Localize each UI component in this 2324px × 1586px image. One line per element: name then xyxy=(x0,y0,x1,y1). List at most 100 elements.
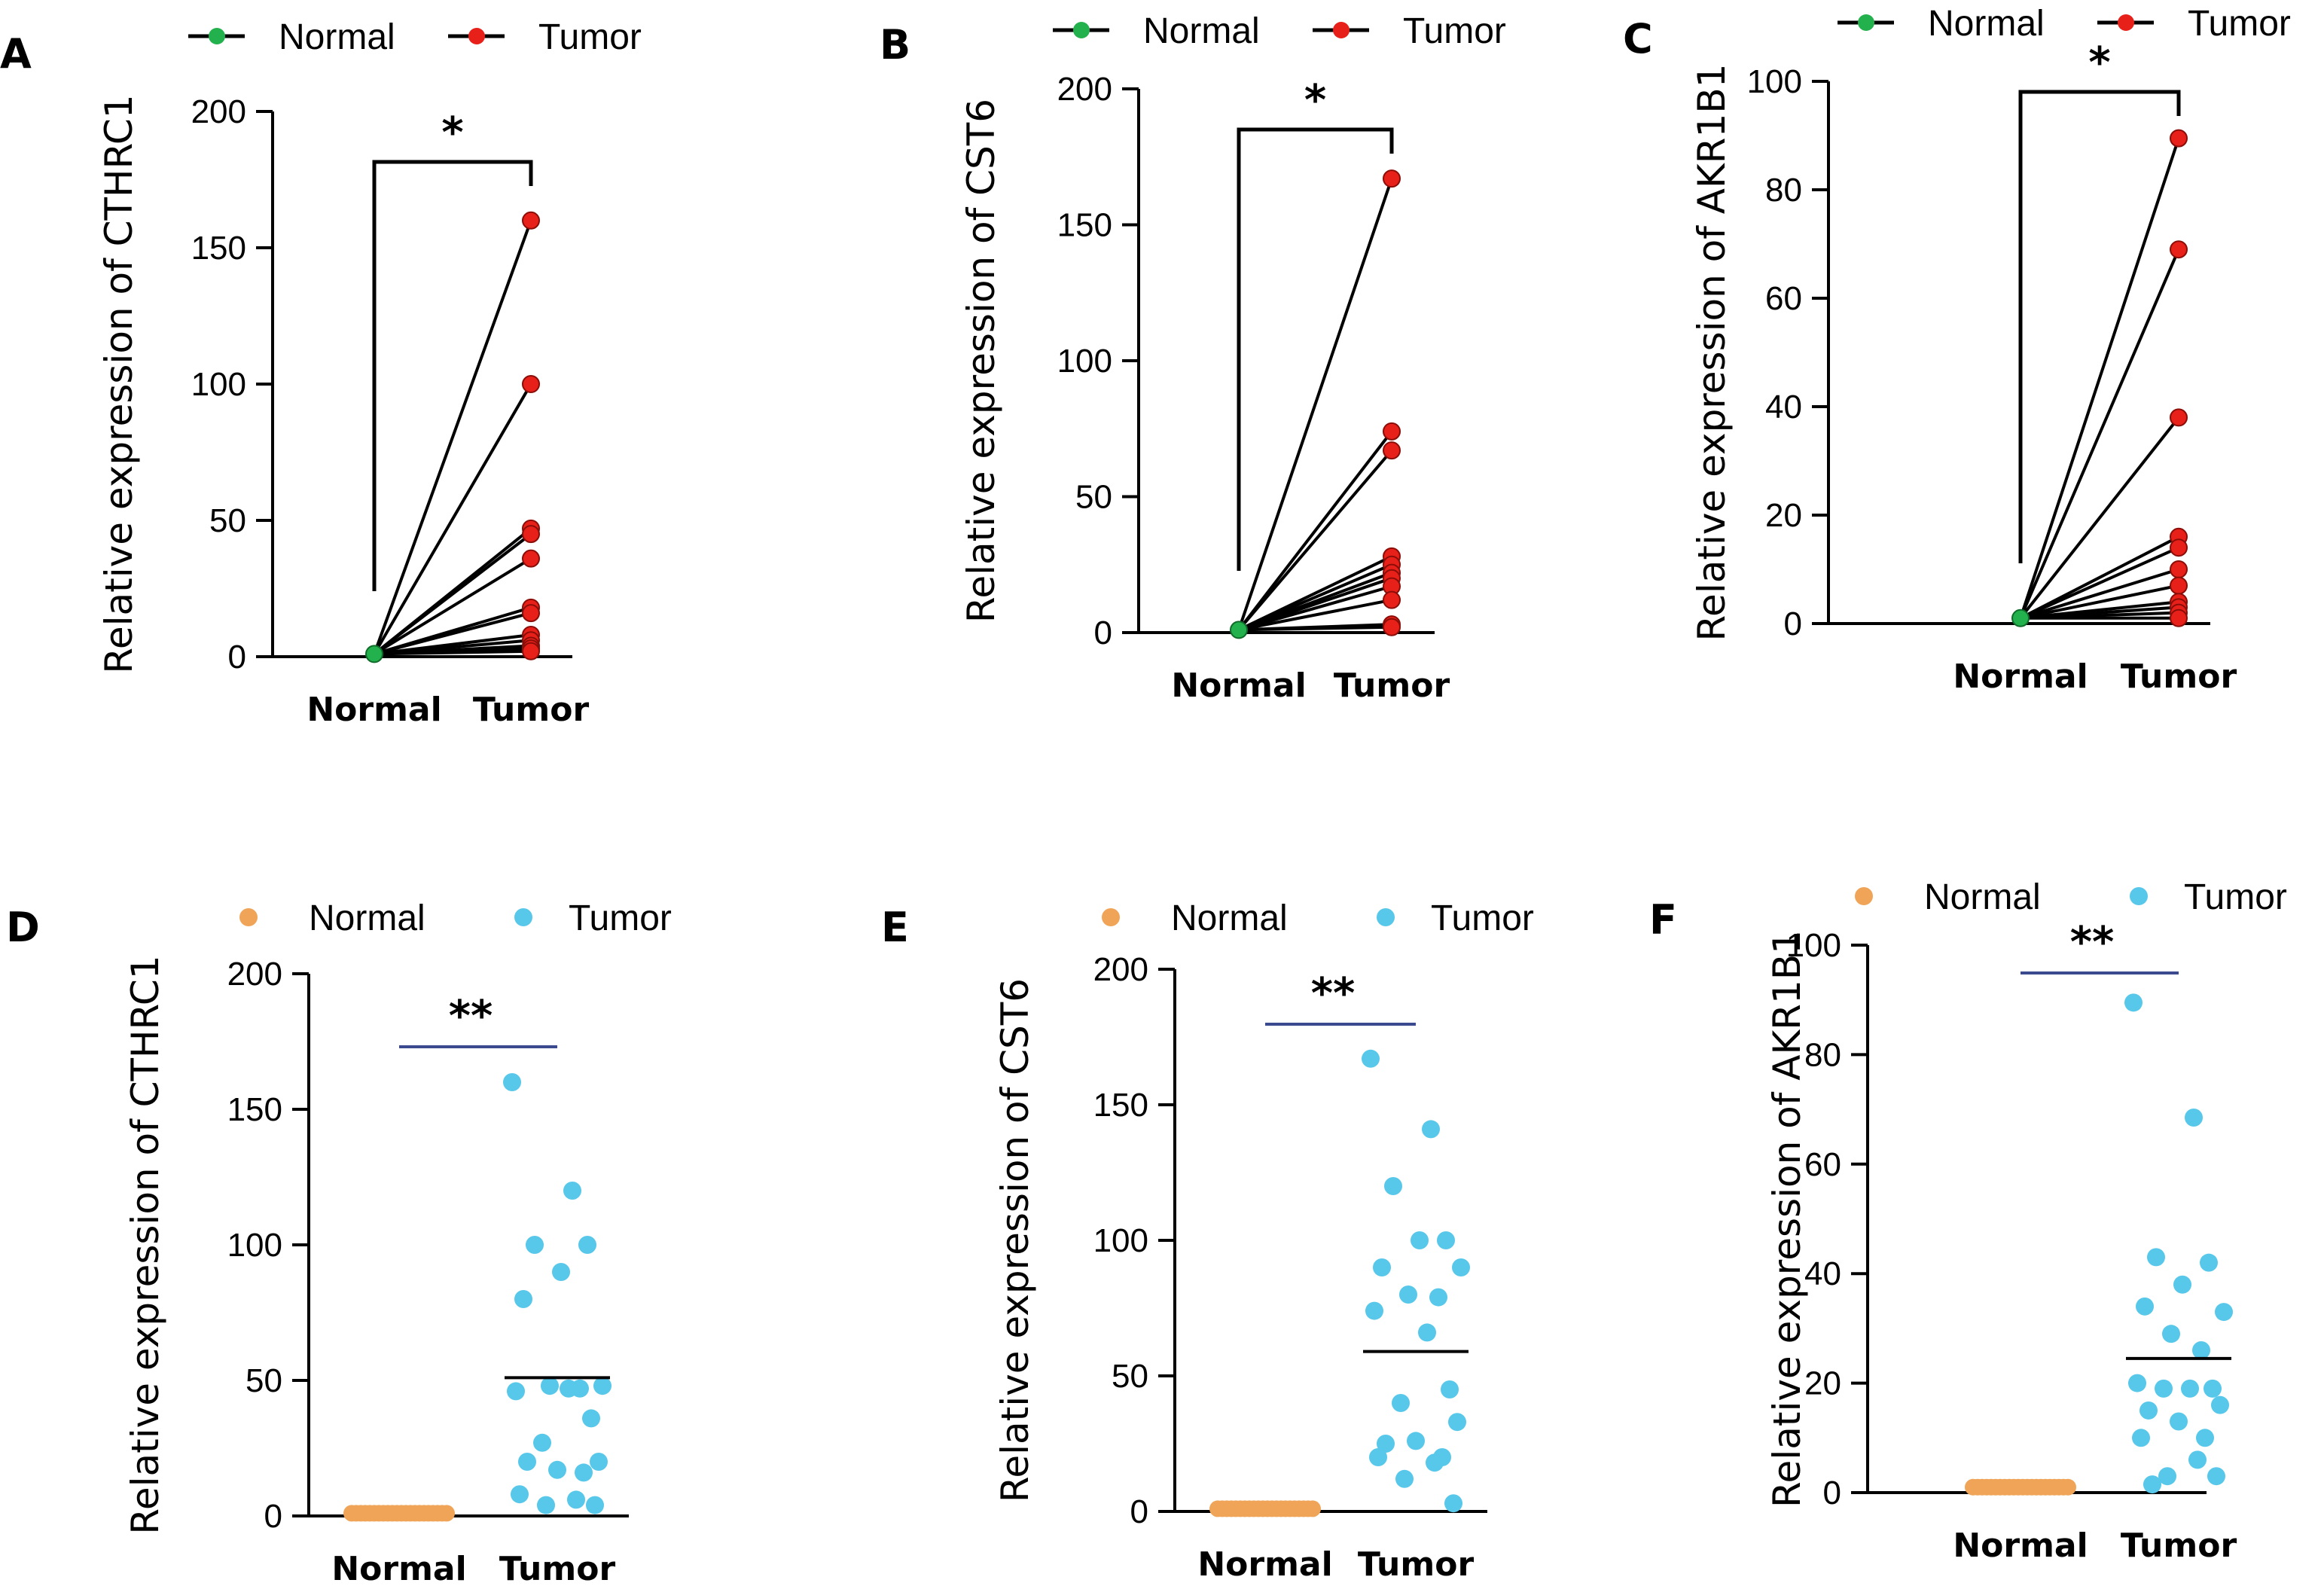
y-tick-label: 100 xyxy=(1747,63,1802,100)
category-label-tumor: Tumor xyxy=(2121,1527,2237,1565)
normal-point xyxy=(2060,1478,2076,1496)
tumor-point xyxy=(522,549,540,568)
tumor-point xyxy=(1444,1494,1462,1513)
tumor-point xyxy=(1383,422,1401,441)
legend: Normal Tumor xyxy=(188,17,642,57)
paired-line xyxy=(374,649,532,656)
panel-a: A 0 50 100 150 200 Relative expression of CTHR… xyxy=(0,17,642,729)
legend-marker-tumor xyxy=(514,908,532,926)
tumor-point xyxy=(1437,1231,1455,1249)
panel-d: D 0 50 100 150 200 Relative expression of CTHR… xyxy=(6,898,672,1586)
category-label-normal: Normal xyxy=(331,1550,466,1586)
legend-label-tumor: Tumor xyxy=(2188,4,2291,44)
significance-label: * xyxy=(2088,38,2110,87)
y-axis-title: Relative expression of CST6 xyxy=(959,99,1003,623)
tumor-point xyxy=(575,1463,593,1482)
legend-marker-tumor xyxy=(468,28,485,44)
paired-line xyxy=(2020,568,2179,620)
y-tick-label: 150 xyxy=(191,230,246,267)
paired-line xyxy=(2020,584,2179,620)
y-tick-label: 40 xyxy=(1804,1255,1841,1292)
panel-letter: A xyxy=(0,30,32,78)
y-tick-label: 50 xyxy=(1075,479,1112,516)
legend: Normal Tumor xyxy=(1838,4,2291,44)
legend-label-tumor: Tumor xyxy=(538,17,642,57)
legend-marker-normal xyxy=(1073,22,1090,38)
legend-label-normal: Normal xyxy=(309,898,425,938)
legend-marker-tumor xyxy=(2130,887,2148,905)
tumor-point xyxy=(1384,1177,1402,1195)
tumor-point xyxy=(2132,1429,2150,1447)
tumor-point xyxy=(2196,1429,2214,1447)
category-label-tumor: Tumor xyxy=(2121,657,2237,696)
tumor-point xyxy=(567,1490,585,1509)
tumor-point xyxy=(2211,1395,2229,1414)
tumor-point xyxy=(1422,1120,1440,1139)
tumor-point xyxy=(1383,441,1401,460)
tumor-point xyxy=(560,1379,578,1398)
data-series xyxy=(2011,129,2188,627)
significance-bracket-line xyxy=(1237,127,1394,571)
tumor-point xyxy=(2170,560,2188,578)
tumor-point xyxy=(1426,1453,1444,1472)
paired-line xyxy=(2019,137,2180,619)
paired-line xyxy=(2020,535,2179,620)
tumor-point xyxy=(1399,1286,1417,1304)
legend-label-tumor: Tumor xyxy=(569,898,672,938)
tumor-point xyxy=(2147,1248,2165,1267)
paired-line xyxy=(2019,416,2180,620)
legend-marker-normal xyxy=(1855,887,1873,905)
legend-marker-normal xyxy=(1858,14,1874,31)
tumor-point xyxy=(1411,1231,1429,1249)
y-tick-label: 20 xyxy=(1765,497,1802,534)
tumor-point xyxy=(1452,1258,1470,1276)
tumor-point xyxy=(1418,1323,1436,1342)
legend: Normal Tumor xyxy=(1053,11,1506,51)
significance-label: ** xyxy=(2070,918,2115,967)
significance-bracket: * xyxy=(1237,76,1394,571)
legend-label-normal: Normal xyxy=(1928,4,2045,44)
category-label-tumor: Tumor xyxy=(1334,666,1450,705)
tumor-point xyxy=(2204,1379,2222,1398)
tumor-point xyxy=(2158,1467,2176,1486)
paired-line xyxy=(1237,178,1393,631)
legend: Normal Tumor xyxy=(1102,898,1534,938)
significance-bracket-line xyxy=(372,160,533,591)
category-label-normal: Normal xyxy=(1953,657,2088,696)
tumor-point xyxy=(533,1433,551,1452)
tumor-point xyxy=(503,1073,521,1091)
y-tick-label: 0 xyxy=(1823,1475,1841,1511)
data-series xyxy=(1209,1049,1470,1517)
tumor-point xyxy=(2200,1253,2218,1272)
tumor-point xyxy=(507,1382,525,1401)
tumor-point xyxy=(1362,1049,1380,1068)
paired-line xyxy=(373,532,532,655)
category-label-tumor: Tumor xyxy=(1358,1545,1475,1584)
legend-marker-tumor xyxy=(1333,22,1350,38)
tumor-point xyxy=(2170,538,2188,557)
y-tick-label: 0 xyxy=(1094,615,1112,651)
y-tick-label: 50 xyxy=(246,1362,282,1399)
tumor-point xyxy=(548,1460,566,1479)
panel-b: B 0 50 100 150 200 Relative expression of CST6… xyxy=(880,11,1506,705)
y-tick-label: 0 xyxy=(1130,1493,1148,1530)
tumor-point xyxy=(1429,1288,1447,1307)
y-tick-label: 100 xyxy=(191,366,246,403)
paired-line xyxy=(373,383,532,655)
tumor-point xyxy=(2173,1275,2191,1294)
y-tick-label: 20 xyxy=(1804,1365,1841,1402)
y-tick-label: 150 xyxy=(227,1091,282,1128)
tumor-point xyxy=(2192,1340,2210,1359)
significance-bracket: ** xyxy=(1265,969,1416,1026)
tumor-point xyxy=(2170,608,2188,627)
legend: Normal Tumor xyxy=(239,898,672,938)
tumor-point xyxy=(1392,1394,1410,1412)
tumor-point xyxy=(522,642,540,660)
tumor-point xyxy=(582,1409,600,1428)
tumor-point xyxy=(1383,169,1401,188)
y-tick-label: 100 xyxy=(227,1227,282,1264)
panel-c: C 0 20 40 60 80 100 Relative expression of AKR1… xyxy=(1623,4,2291,696)
tumor-point xyxy=(1383,618,1401,636)
paired-line xyxy=(1237,430,1393,631)
tumor-point xyxy=(2170,1412,2188,1431)
